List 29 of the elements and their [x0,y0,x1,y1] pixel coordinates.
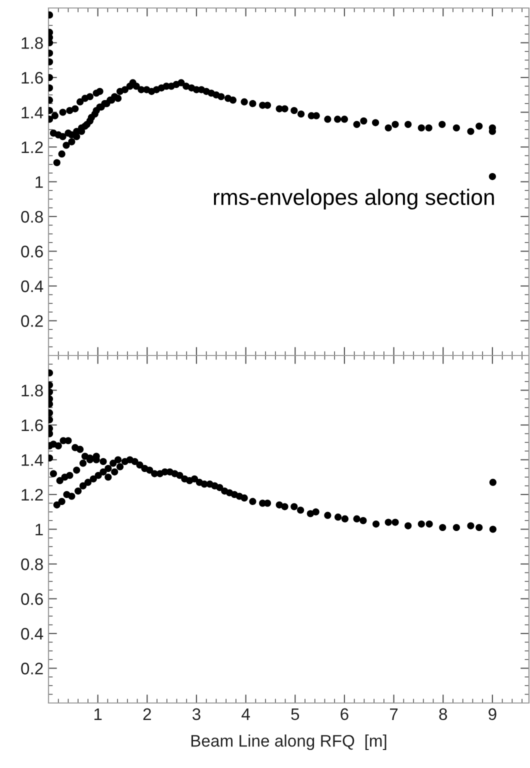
x-axis-title: Beam Line along RFQ [m] [191,734,386,750]
y-tick-label: 1.6 [22,419,43,432]
y-tick-label: 0.2 [21,662,43,674]
y-tick-label: 1.4 [22,106,44,118]
y-tick-label: 1 [36,176,43,188]
x-tick-label: 5 [291,708,300,720]
y-tick-label: 1.6 [22,72,43,84]
x-tick-label: 3 [192,708,200,720]
y-tick-label: 1.2 [22,488,43,501]
y-tick-label: 0.4 [21,628,44,640]
y-tick-label: 0.8 [21,558,43,570]
y-tick-label: 1.2 [22,141,43,154]
y-tick-label: 1.8 [22,37,43,49]
x-tick-label: 7 [390,708,398,720]
y-tick-label: 0.8 [21,210,43,223]
x-tick-label: 8 [439,708,448,720]
y-tick-label: 1.4 [22,454,44,466]
y-tick-label: 1.8 [22,384,43,396]
y-tick-label: 0.4 [21,280,44,292]
x-tick-label: 9 [488,708,496,720]
y-tick-label: 0.2 [21,315,43,327]
y-tick-label: 0.6 [21,246,43,258]
x-tick-label: 4 [242,708,250,720]
x-tick-label: 2 [143,708,151,720]
y-tick-label: 1 [36,524,43,536]
y-tick-label: 0.6 [21,593,43,605]
x-tick-label: 6 [340,708,348,720]
x-tick-label: 1 [94,708,102,720]
annotation: rms-envelopes along section [214,188,494,210]
